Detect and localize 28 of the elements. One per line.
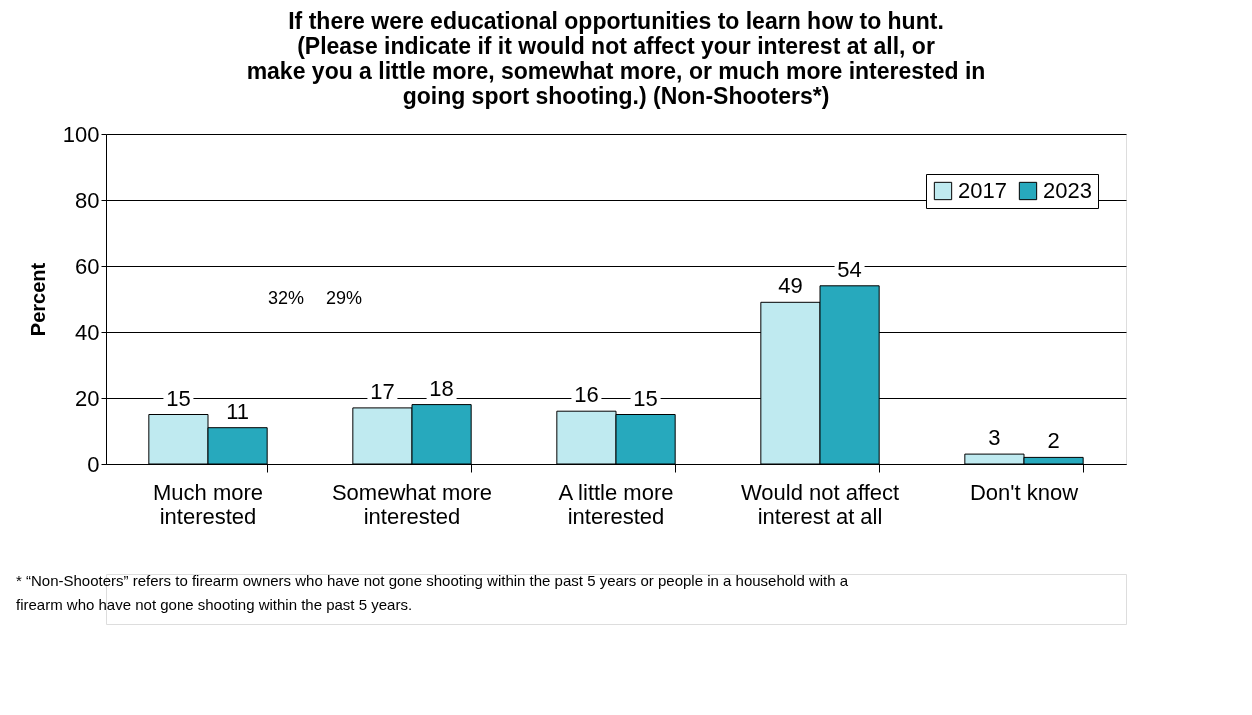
data-label: 18 <box>429 375 454 401</box>
y-tick-label: 40 <box>75 319 100 345</box>
x-tick-label: Somewhat more interested <box>331 479 493 529</box>
data-label: 17 <box>370 378 395 404</box>
y-axis-title: Percent <box>26 262 49 337</box>
x-tick-label: A little more interested <box>558 479 674 529</box>
y-tick-label: 0 <box>87 451 100 477</box>
x-tick-label: Don't know <box>969 479 1079 505</box>
y-tick-label: 100 <box>62 121 100 147</box>
data-label: 49 <box>778 273 803 299</box>
data-label: 54 <box>837 256 862 282</box>
y-tick-label: 60 <box>75 253 100 279</box>
data-label: 16 <box>574 382 599 408</box>
x-tick-label: Would not affect interest at all <box>740 479 900 529</box>
legend-label: 2017 <box>958 178 1007 203</box>
x-tick-label: Much more interested <box>152 479 264 529</box>
data-label: 2 <box>1047 428 1060 454</box>
text: * “Non-Shooters” refers to firearm owners who have not gone shooting within the past 5 years or people in a household with a firearm who have not gone shooting within the past 5 years. <box>16 572 849 613</box>
data-label: 15 <box>633 385 658 411</box>
annotation: 29% <box>325 288 363 308</box>
y-tick-label: 80 <box>75 187 100 213</box>
annotation: 32% <box>267 288 305 308</box>
data-label: 3 <box>988 425 1001 451</box>
data-label: 11 <box>226 398 249 424</box>
legend-label: 2023 <box>1043 178 1092 203</box>
chart-title: If there were educational opportunities to learn how to hunt. (Please indicate if it would not affect your interest at all, or make you a little more, somewhat more, or much more interested in going sport shooting.) (Non-Shooters*) <box>246 8 986 109</box>
y-tick-label: 20 <box>75 385 100 411</box>
data-label: 15 <box>166 385 191 411</box>
